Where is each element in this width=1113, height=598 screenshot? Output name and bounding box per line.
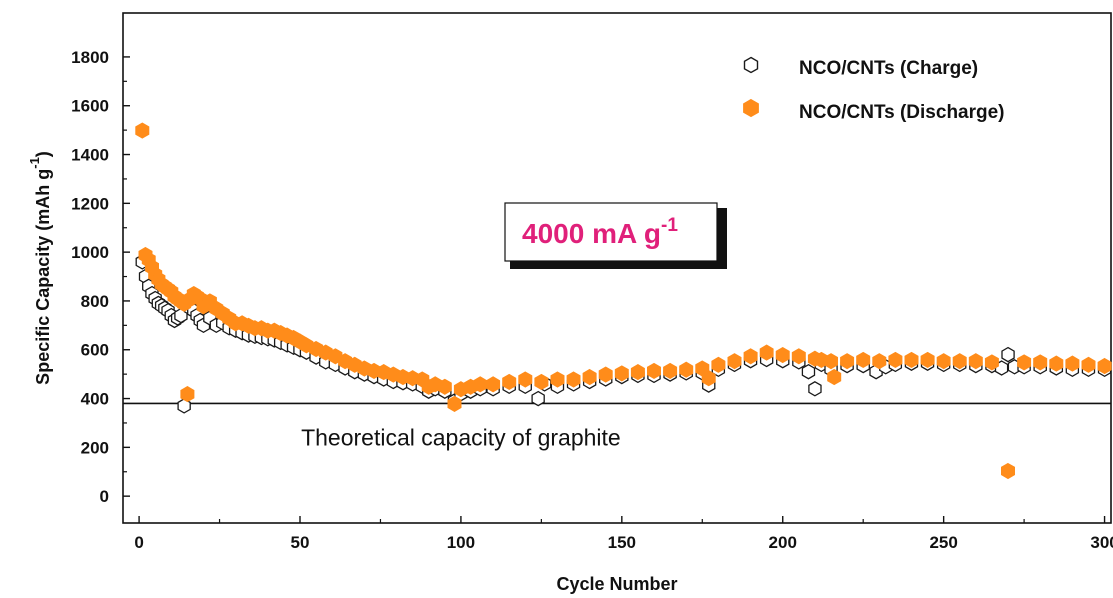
discharge-point — [1097, 357, 1112, 375]
x-axis-ticks: 0 50 100 150 200 250 300 — [134, 516, 1113, 552]
charge-point — [808, 381, 822, 397]
x-tick-label: 150 — [608, 533, 636, 552]
discharge-point — [550, 371, 565, 388]
x-tick-label: 300 — [1090, 533, 1113, 552]
discharge-point — [827, 368, 842, 386]
y-tick-label: 1200 — [71, 194, 109, 213]
y-tick-label: 200 — [81, 438, 109, 457]
discharge-point — [614, 365, 629, 382]
discharge-point — [759, 344, 774, 361]
discharge-point — [598, 366, 613, 383]
discharge-point — [888, 351, 903, 368]
legend-discharge-marker — [743, 98, 759, 118]
discharge-point — [1033, 354, 1048, 371]
discharge-point — [984, 354, 999, 371]
discharge-point — [582, 368, 597, 386]
discharge-point — [647, 362, 661, 379]
y-tick-label: 1400 — [71, 146, 109, 165]
discharge-point — [872, 353, 887, 370]
y-axis-title-main: Specific Capacity (mAh g — [33, 169, 53, 385]
rate-label: 4000 mA g-1 — [522, 215, 678, 249]
discharge-point — [663, 362, 678, 379]
discharge-point — [1049, 355, 1064, 372]
discharge-point — [701, 370, 716, 387]
discharge-point — [534, 373, 549, 390]
legend-charge-marker — [743, 56, 759, 74]
discharge-point — [727, 353, 742, 370]
discharge-point — [968, 353, 983, 370]
rate-label-sup: -1 — [661, 215, 678, 236]
discharge-point — [473, 376, 488, 393]
graphite-capacity-label: Theoretical capacity of graphite — [301, 424, 621, 450]
charge-point — [801, 363, 816, 380]
discharge-point — [437, 378, 452, 395]
discharge-point — [518, 371, 533, 388]
plot-frame — [122, 12, 1112, 524]
x-axis-title: Cycle Number — [556, 574, 677, 594]
rate-label-main: 4000 mA g — [522, 218, 661, 249]
discharge-point — [447, 395, 462, 412]
discharge-point — [952, 353, 967, 370]
x-tick-label: 250 — [929, 533, 957, 552]
discharge-point — [486, 376, 501, 393]
legend-charge-label: NCO/CNTs (Charge) — [799, 58, 978, 79]
discharge-point — [904, 351, 919, 368]
discharge-point — [791, 348, 806, 365]
discharge-point — [135, 122, 150, 139]
y-tick-label: 1600 — [71, 97, 109, 116]
x-tick-label: 200 — [769, 533, 797, 552]
y-axis-title-close: ) — [33, 151, 53, 157]
legend: NCO/CNTs (Charge) NCO/CNTs (Discharge) — [743, 56, 1005, 123]
discharge-point — [936, 353, 951, 370]
discharge-point — [566, 371, 581, 388]
x-tick-label: 100 — [447, 533, 475, 552]
discharge-point — [1017, 354, 1032, 371]
discharge-point — [679, 361, 694, 378]
discharge-point — [743, 348, 758, 365]
discharge-point — [180, 386, 195, 403]
rate-box — [504, 202, 718, 262]
y-axis-ticks: 0 200 400 600 800 1000 1200 1400 1600 1800 — [71, 48, 130, 506]
y-tick-label: 1800 — [71, 48, 109, 67]
charge-point — [1001, 346, 1015, 363]
discharge-point — [630, 364, 645, 381]
discharge-point — [711, 356, 726, 373]
discharge-point — [840, 353, 855, 370]
discharge-point — [1001, 462, 1015, 480]
y-tick-label: 800 — [81, 292, 109, 311]
charge-point — [531, 390, 545, 407]
x-tick-label: 0 — [134, 533, 143, 552]
y-tick-label: 600 — [81, 341, 109, 360]
y-tick-label: 1000 — [71, 243, 109, 262]
y-tick-label: 0 — [100, 487, 109, 506]
discharge-point — [1065, 355, 1080, 372]
discharge-point — [920, 351, 935, 368]
charge-point — [177, 398, 191, 414]
y-axis-title: Specific Capacity (mAh g-1) — [27, 151, 53, 385]
discharge-point — [856, 351, 871, 368]
discharge-point — [1081, 356, 1096, 373]
discharge-point — [502, 373, 517, 390]
legend-discharge-label: NCO/CNTs (Discharge) — [799, 102, 1005, 123]
discharge-point — [775, 347, 790, 364]
discharge-series — [135, 122, 1112, 480]
y-axis-title-sup: -1 — [27, 157, 42, 169]
rate-annotation-box: 4000 mA g-1 — [504, 202, 727, 269]
x-tick-label: 50 — [291, 533, 310, 552]
y-tick-label: 400 — [81, 390, 109, 409]
discharge-point — [824, 353, 838, 370]
